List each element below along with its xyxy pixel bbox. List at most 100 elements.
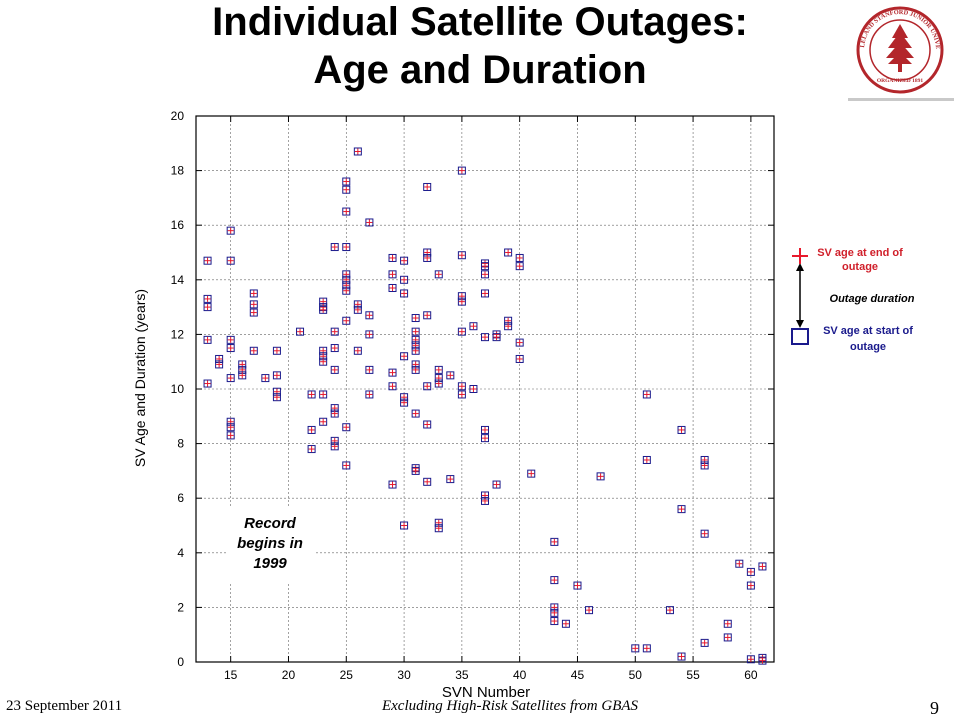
data-point xyxy=(457,297,466,306)
data-point xyxy=(203,379,212,388)
data-point xyxy=(400,352,409,361)
tree-icon xyxy=(886,24,914,72)
x-tick-label: 20 xyxy=(282,668,296,682)
data-point xyxy=(226,335,235,344)
data-point xyxy=(342,286,351,295)
data-point xyxy=(585,606,594,615)
data-point xyxy=(481,333,489,342)
data-point xyxy=(758,562,767,571)
data-point xyxy=(249,346,258,355)
data-point xyxy=(411,409,420,418)
data-point xyxy=(353,305,362,314)
data-point xyxy=(434,379,443,388)
data-point xyxy=(457,327,466,336)
data-point xyxy=(342,185,351,194)
data-point xyxy=(226,374,235,383)
slide-title-line-2: Age and Duration xyxy=(313,48,647,92)
footer-subtitle: Excluding High-Risk Satellites from GBAS xyxy=(381,698,639,714)
data-point xyxy=(342,207,351,216)
data-point xyxy=(423,420,432,429)
data-point xyxy=(226,423,235,432)
data-point xyxy=(457,251,466,260)
data-point xyxy=(203,256,212,265)
data-point xyxy=(365,218,374,227)
y-axis-label: SV Age and Duration (years) xyxy=(132,289,148,467)
data-point xyxy=(642,644,651,653)
data-point xyxy=(272,393,281,402)
data-point xyxy=(400,521,409,530)
data-point xyxy=(411,314,420,323)
data-point xyxy=(700,529,709,538)
x-tick-label: 25 xyxy=(340,668,354,682)
data-point xyxy=(469,385,478,393)
data-point xyxy=(411,466,420,475)
data-point xyxy=(330,327,339,336)
data-point xyxy=(481,496,489,505)
x-tick-label: 60 xyxy=(744,668,758,682)
data-point xyxy=(319,305,328,314)
data-point xyxy=(353,147,362,156)
data-point xyxy=(365,330,374,339)
data-point xyxy=(504,248,513,257)
data-point xyxy=(457,390,466,399)
data-point xyxy=(527,469,536,478)
data-point xyxy=(388,382,397,391)
slide-title-line-1: Individual Satellite Outages: xyxy=(212,0,748,44)
data-point xyxy=(319,417,328,426)
data-point xyxy=(446,475,455,484)
y-tick-label: 2 xyxy=(177,600,184,614)
data-point xyxy=(342,461,351,470)
data-point xyxy=(203,303,212,312)
data-point xyxy=(515,338,524,347)
data-point xyxy=(735,559,744,568)
data-point xyxy=(342,243,351,252)
data-point xyxy=(746,567,755,576)
data-point xyxy=(677,652,686,661)
data-point xyxy=(481,289,489,298)
y-tick-label: 20 xyxy=(171,109,185,123)
data-point xyxy=(411,365,420,374)
page-number: 9 xyxy=(930,698,939,718)
data-point xyxy=(342,316,351,325)
x-tick-label: 35 xyxy=(455,668,469,682)
data-point xyxy=(319,357,328,366)
data-point xyxy=(423,311,432,320)
data-point xyxy=(226,344,235,353)
data-point xyxy=(353,346,362,355)
data-point xyxy=(365,365,374,374)
data-point xyxy=(249,289,258,298)
data-point xyxy=(400,275,409,284)
data-point xyxy=(642,455,651,464)
data-point xyxy=(388,283,397,292)
record-annotation: Record begins in 1999 xyxy=(237,515,303,572)
data-point xyxy=(261,374,270,383)
data-point xyxy=(400,256,409,265)
legend-arrow-up-icon xyxy=(796,263,804,271)
data-point xyxy=(249,308,258,317)
data-point xyxy=(330,344,339,353)
data-point xyxy=(388,368,397,377)
data-point xyxy=(388,253,397,262)
data-point xyxy=(272,371,281,380)
data-point xyxy=(423,477,432,486)
y-tick-label: 12 xyxy=(171,327,185,341)
data-point xyxy=(561,619,570,628)
x-tick-label: 15 xyxy=(224,668,238,682)
data-point xyxy=(423,182,432,191)
data-point xyxy=(365,390,374,399)
data-point xyxy=(515,354,524,363)
data-point xyxy=(723,619,732,628)
data-point xyxy=(642,390,651,399)
data-point xyxy=(677,505,686,514)
data-point xyxy=(457,166,466,175)
data-point xyxy=(272,346,281,355)
data-point xyxy=(330,365,339,374)
legend-end-label: SV age at end of outage xyxy=(817,247,903,273)
data-point xyxy=(411,327,420,336)
data-point xyxy=(758,656,767,665)
x-tick-label: 55 xyxy=(686,668,700,682)
footer-date: 23 September 2011 xyxy=(6,698,123,714)
annotation-background xyxy=(226,508,314,584)
data-point xyxy=(423,382,432,391)
data-point xyxy=(203,335,212,344)
